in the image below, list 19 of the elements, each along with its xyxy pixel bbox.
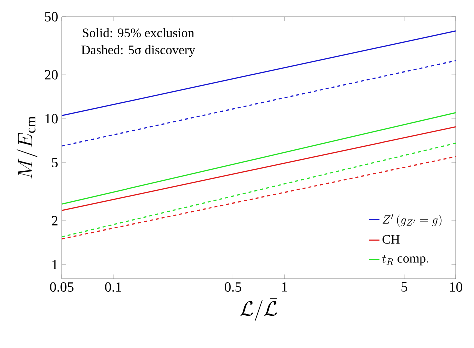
y-tick-label: 5 bbox=[52, 158, 58, 168]
y-axis-title: $M/E_{\mathrm{cm}}$ bbox=[16, 116, 38, 179]
legend-label: $t_R\ \mathrm{comp.}$ bbox=[382, 255, 428, 266]
x-tick-label: 0.5 bbox=[225, 282, 242, 292]
x-tick-label: 10 bbox=[450, 282, 462, 292]
x-tick-label: 0.05 bbox=[50, 282, 74, 292]
annotation: Dashed: 5σ discovery bbox=[82, 45, 196, 58]
x-axis-title: $\mathcal{L}/\bar{\mathcal{L}}$ bbox=[240, 298, 278, 321]
y-tick-label: 10 bbox=[46, 114, 58, 124]
x-tick-label: 5 bbox=[402, 282, 408, 292]
annotation: Solid: 95% exclusion bbox=[83, 28, 194, 38]
legend-label: $Z'\,(g_{Z'}=g)$ bbox=[382, 214, 442, 227]
x-tick-label: 1 bbox=[282, 282, 288, 292]
y-tick-label: 2 bbox=[52, 216, 58, 226]
y-tick-label: 1 bbox=[52, 260, 58, 270]
y-tick-label: 20 bbox=[45, 70, 58, 80]
legend-label: $\mathrm{CH}$ bbox=[382, 235, 400, 244]
y-tick-label: 50 bbox=[45, 12, 58, 22]
x-tick-label: 0.1 bbox=[105, 282, 122, 292]
